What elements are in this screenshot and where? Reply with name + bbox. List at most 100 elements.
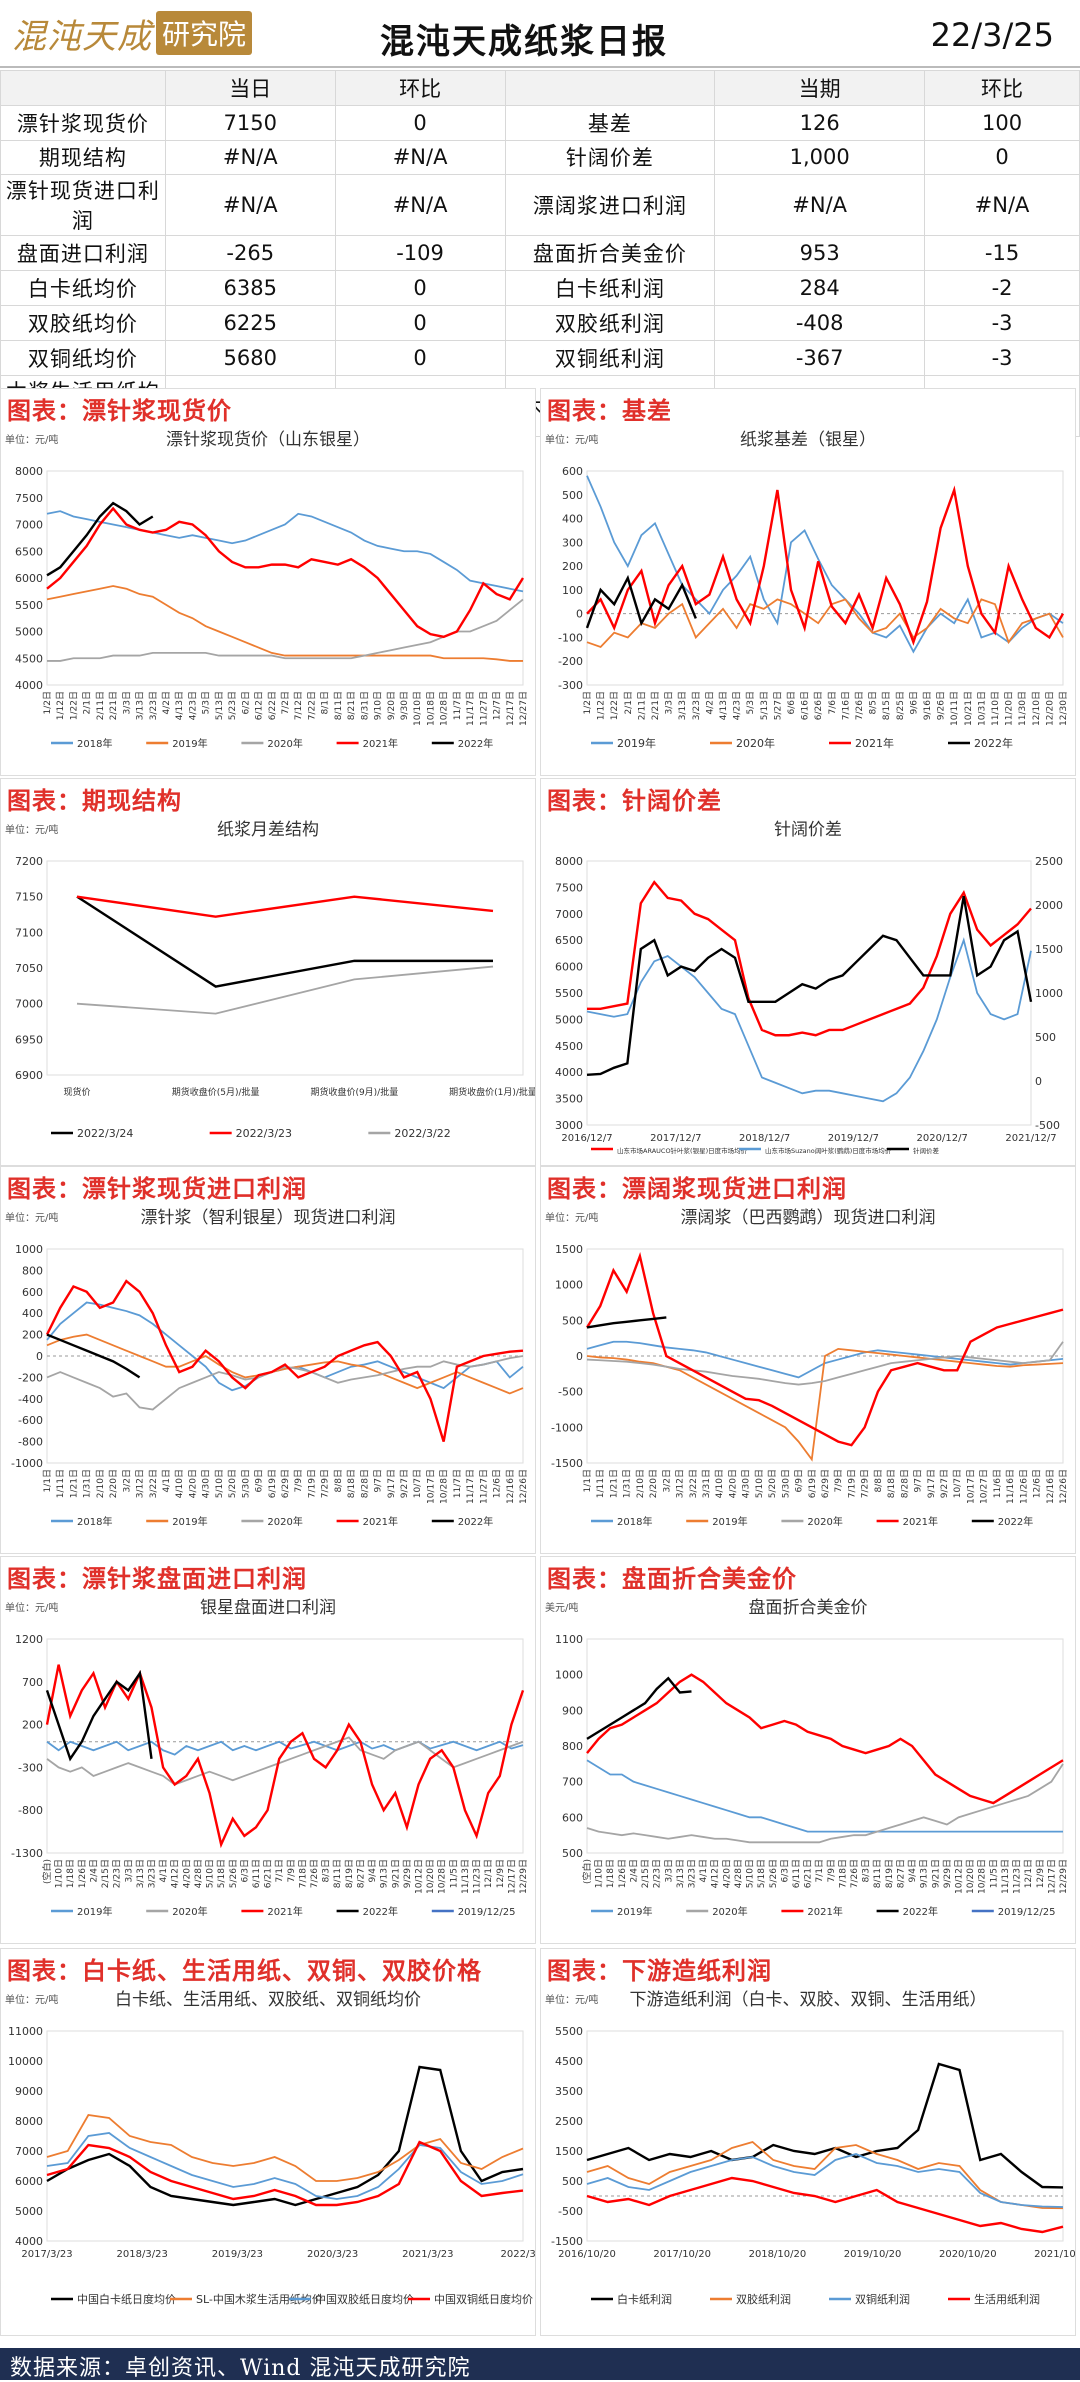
- series-line: [45, 1669, 153, 1762]
- x-tick-label: 11/5日: [988, 1859, 999, 1888]
- x-tick-label: 3/12日: [675, 1469, 686, 1498]
- x-tick-label: 4/13日: [174, 691, 185, 720]
- legend-item: 2021年: [363, 1515, 398, 1528]
- x-tick-label: 4/2日: [161, 691, 172, 715]
- y-tick-label: 5500: [555, 987, 583, 1000]
- x-tick-label: 4/13日: [718, 691, 729, 720]
- x-tick-label: 2/4日: [628, 1859, 639, 1883]
- y-tick-label: 6000: [15, 2175, 43, 2188]
- x-tick-label: 1/10日: [594, 1859, 605, 1888]
- x-tick-label: 9/30日: [399, 691, 410, 720]
- legend-item: SL-中国木浆生活用纸均价: [196, 2292, 323, 2306]
- y-tick-label: 1500: [555, 1243, 583, 1256]
- y-tick-label: 6000: [555, 961, 583, 974]
- series-line: [586, 1673, 1064, 1805]
- series-line: [46, 1301, 524, 1392]
- series-line: [586, 1341, 1064, 1386]
- x-tick-label: 8/25日: [895, 691, 906, 720]
- chart-title: 针阔价差: [774, 820, 842, 840]
- x-tick-label: 2/15日: [640, 1859, 651, 1888]
- x-tick-label: 6/19日: [807, 1469, 818, 1498]
- x-tick-label: 2/11日: [636, 691, 647, 720]
- summary-cell: 漂阔浆进口利润: [504, 174, 716, 237]
- x-tick-label: 11/13日: [1000, 1859, 1011, 1894]
- y-tick-label: -300: [18, 1761, 43, 1774]
- x-tick-label: 1/11日: [595, 1469, 606, 1498]
- x-tick-label: 12/1日: [483, 1859, 494, 1888]
- y-tick-label: 7200: [15, 855, 43, 868]
- chart-panel: 图表：针阔价差 针阔价差 3000 3500 4000 4500 5000 5500 6000 6…: [540, 778, 1076, 1166]
- data-source-footer: 数据来源：卓创资讯、Wind 混沌天成研究院: [0, 2348, 1080, 2381]
- x-tick-label: 4/10日: [714, 1469, 725, 1498]
- x-tick-label: 1/26日: [77, 1859, 88, 1888]
- series-line: [46, 2114, 524, 2182]
- chart-title: 纸浆基差（银星）: [740, 430, 876, 450]
- x-tick-label: 3/22日: [688, 1469, 699, 1498]
- x-tick-label: 1/31日: [82, 1469, 93, 1498]
- x-tick-label: 8/11日: [333, 691, 344, 720]
- series-line: [585, 574, 697, 629]
- legend-item: 2019年: [172, 737, 207, 750]
- x-tick-label: 期货收盘价(5月)/批量: [172, 1086, 260, 1098]
- legend-item: 2018年: [77, 737, 112, 750]
- x-tick-label: 11/26日: [1018, 1469, 1029, 1504]
- y-tick-label: -600: [18, 1414, 43, 1427]
- x-tick-label: 2/20日: [108, 1469, 119, 1498]
- y-tick-label: 6500: [15, 545, 43, 558]
- line-chart: 针阔价差300035004000450050005500600065007000…: [555, 820, 1063, 1155]
- summary-table: 当日 环比 当期 环比 漂针浆现货价 7150 0 基差 126 100 期现结构 #N/A #N/A 针…: [0, 70, 1080, 437]
- x-tick-label: 10/28日: [439, 691, 450, 726]
- x-tick-label: 10/7日: [952, 1469, 963, 1498]
- series-line: [47, 598, 524, 662]
- y-tick-label: 5500: [15, 599, 43, 612]
- x-tick-label: 12/27日: [518, 691, 529, 726]
- chart-title: 银星盘面进口利润: [200, 1598, 336, 1618]
- summary-cell: 0: [924, 139, 1080, 176]
- y-tick-label: 500: [562, 1314, 583, 1327]
- x-tick-label: 8/15日: [881, 691, 892, 720]
- series-line: [585, 1251, 1064, 1447]
- x-tick-label: 1/10日: [54, 1859, 65, 1888]
- x-tick-label: 2/1日: [82, 691, 93, 715]
- x-tick-label: 10/28日: [977, 1859, 988, 1894]
- summary-cell: 环比: [924, 70, 1080, 106]
- x-tick-label: 12/29日: [518, 1859, 529, 1894]
- x-tick-label: 9/17日: [926, 1469, 937, 1498]
- x-tick-label: 2018/12/7: [739, 1133, 790, 1144]
- x-tick-label: 8/31日: [359, 691, 370, 720]
- y-tick-label: 4500: [555, 1040, 583, 1053]
- summary-cell: 盘面折合美金价: [504, 235, 716, 272]
- y-tick-label: -800: [18, 1436, 43, 1449]
- series-line: [45, 1279, 524, 1442]
- legend-item: 2022年: [998, 1515, 1033, 1528]
- x-tick-label: 6/2日: [240, 691, 251, 715]
- x-tick-label: 3/2日: [121, 1469, 132, 1493]
- x-tick-label: 7/1日: [814, 1859, 825, 1883]
- y-tick-label: 10000: [8, 2055, 43, 2068]
- summary-cell: 0: [334, 304, 506, 341]
- legend-item: 双铜纸利润: [855, 2292, 910, 2306]
- x-tick-label: 8/11日: [332, 1859, 343, 1888]
- line-chart: 白卡纸、生活用纸、双胶纸、双铜纸均价 单位：元/吨 4000 5000 6000 7000…: [5, 1990, 535, 2306]
- x-tick-label: 3/3日: [664, 691, 675, 715]
- x-tick-label: 12/16日: [505, 1469, 516, 1504]
- summary-row: 白卡纸均价 6385 0 白卡纸利润 284 -2: [0, 270, 1080, 306]
- x-tick-label: 9/16日: [922, 691, 933, 720]
- x-tick-label: 1/18日: [65, 1859, 76, 1888]
- x-tick-label: 10/31日: [976, 691, 987, 726]
- series-line: [76, 965, 494, 1015]
- y-tick-label: 100: [562, 584, 583, 597]
- x-tick-label: 1/31日: [622, 1469, 633, 1498]
- x-tick-label: 7/26日: [309, 1859, 320, 1888]
- series-line: [46, 1333, 141, 1379]
- x-tick-label: 4/30日: [201, 1469, 212, 1498]
- legend-item: 2020年: [712, 1905, 747, 1918]
- line-chart: 纸浆基差（银星） 单位：元/吨 -300 -200 -100 0 100 200 300 400 5…: [545, 430, 1069, 750]
- y-tick-label: 1100: [555, 1633, 583, 1646]
- summary-row: 期现结构 #N/A #N/A 针阔价差 1,000 0: [0, 139, 1080, 176]
- x-tick-label: 5/10日: [745, 1859, 756, 1888]
- legend-item: 2020年: [736, 736, 775, 750]
- series-line: [586, 2153, 1064, 2208]
- y-tick-label: 11000: [8, 2025, 43, 2038]
- x-tick-label: 3/13日: [135, 691, 146, 720]
